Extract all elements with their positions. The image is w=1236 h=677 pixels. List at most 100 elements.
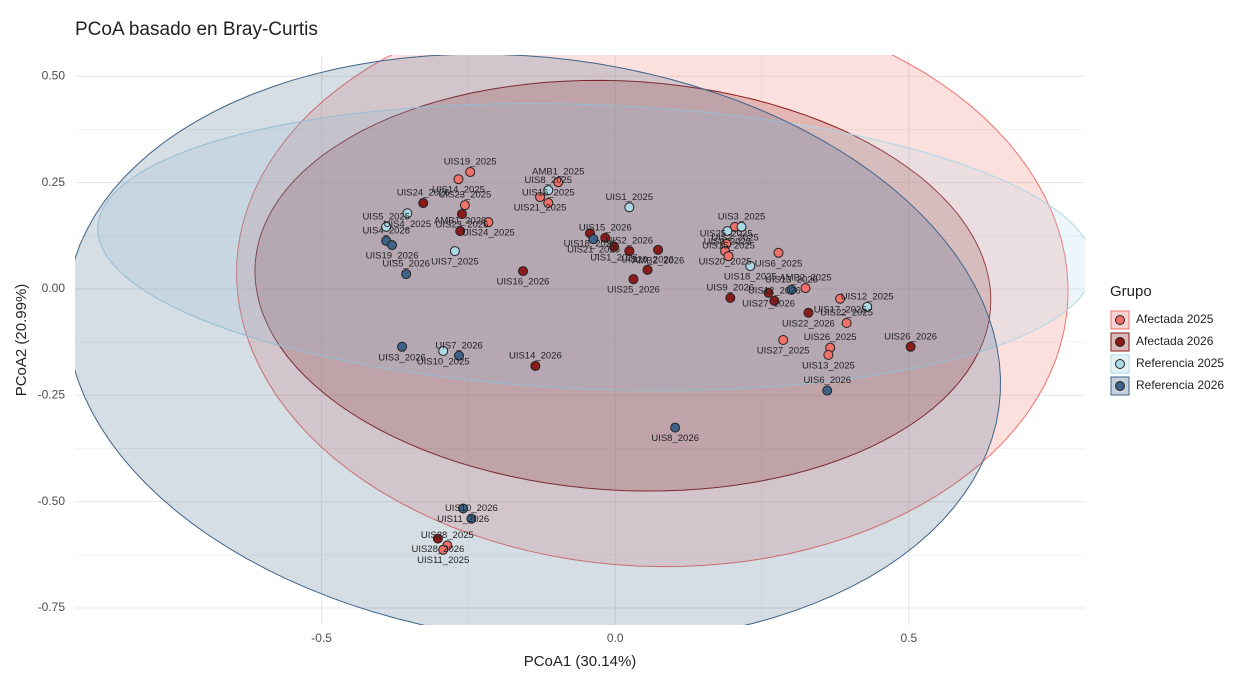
point	[530, 360, 541, 371]
point	[455, 226, 466, 237]
point	[387, 240, 398, 251]
y-tick-label: 0.50	[42, 68, 66, 82]
point-label: UIS6_2025	[755, 258, 803, 269]
point-label: UIS11_2025	[417, 555, 469, 566]
point-label: UIS24_2026	[397, 188, 450, 199]
point-label: UIS12_2026	[748, 285, 801, 296]
point	[773, 247, 784, 258]
point	[438, 346, 449, 357]
legend-marker	[1115, 337, 1125, 347]
point	[553, 177, 564, 188]
point-label: UIS13_2025	[802, 360, 855, 371]
point	[483, 217, 494, 228]
point	[722, 226, 733, 237]
point	[418, 198, 429, 209]
ellipses	[75, 55, 1085, 625]
point-label: UIS9_2025	[704, 237, 752, 248]
point-label: UIS5_2025	[362, 211, 410, 222]
point-label: UIS26_2026	[884, 331, 937, 342]
point-label: UIS6_2026	[803, 375, 851, 386]
y-tick-label: -0.25	[38, 387, 66, 401]
point	[600, 232, 611, 243]
point	[763, 287, 774, 298]
point-label: UIS23_2026	[436, 220, 489, 231]
point	[670, 422, 681, 433]
point	[835, 293, 846, 304]
y-tick-label: -0.50	[38, 494, 66, 508]
point	[588, 234, 599, 245]
legend-title: Grupo	[1110, 283, 1152, 300]
point	[628, 274, 639, 285]
legend-label: Referencia 2025	[1136, 356, 1224, 370]
point-label: UIS27_2026	[742, 298, 795, 309]
point-label: UIS15_2025	[702, 241, 755, 252]
point	[624, 246, 635, 257]
point-label: UIS12_2025	[841, 291, 894, 302]
point	[736, 221, 747, 232]
y-tick-label: 0.25	[42, 175, 66, 189]
point-label: UIS25_2025	[700, 228, 753, 239]
point-label: UIS7_2026	[435, 340, 483, 351]
chart-title: PCoA basado en Bray-Curtis	[75, 19, 318, 40]
point-label: AMB1_2026	[434, 216, 486, 227]
confidence-ellipse	[97, 102, 1085, 392]
point	[432, 533, 443, 544]
point	[803, 307, 814, 318]
point	[905, 341, 916, 352]
point	[723, 251, 734, 262]
y-tick-label: -0.75	[38, 600, 66, 614]
point	[465, 166, 476, 177]
point-label: AMB1_2025	[532, 167, 584, 178]
point	[402, 208, 413, 219]
legend-marker	[1115, 381, 1125, 391]
point-label: UIS14_2026	[509, 350, 562, 361]
point-label: UIS2_2026	[606, 236, 654, 247]
point-label: UIS11_2026	[437, 514, 489, 525]
point-label: UIS16_2025	[522, 188, 575, 199]
point-label: UIS9_2026	[707, 282, 755, 293]
point	[453, 174, 464, 185]
point-label: UIS3_2026	[378, 352, 426, 363]
point	[449, 246, 460, 257]
legend-label: Afectada 2025	[1136, 312, 1214, 326]
point	[786, 284, 797, 295]
point	[381, 221, 392, 232]
point	[653, 244, 664, 255]
point-label: UIS4_2025	[384, 219, 432, 230]
point	[642, 264, 653, 275]
point-label: UIS3_2025	[718, 211, 766, 222]
point-label: UIS22_2026	[782, 318, 835, 329]
point-label: UIS24_2025	[462, 228, 515, 239]
confidence-ellipse	[236, 55, 1069, 568]
y-tick-label: 0.00	[42, 281, 66, 295]
point-label: UIS18_2025	[724, 272, 777, 283]
point	[822, 385, 833, 396]
point-label: UIS13_2026	[765, 274, 818, 285]
x-tick-label: -0.5	[311, 631, 332, 645]
point-label: UIS19_2026	[366, 251, 419, 262]
point-label: UIS20_2025	[699, 257, 752, 268]
point-label: UIS16_2026	[497, 277, 550, 288]
point	[862, 301, 873, 312]
point-label: UIS28_2026	[411, 544, 464, 555]
legend: Grupo Afectada 2025 Afectada 2026 Referenci…	[1110, 283, 1224, 396]
x-tick-label: 0.0	[607, 631, 624, 645]
point-label: UIS2_2025	[711, 232, 759, 243]
point	[459, 200, 470, 211]
point	[438, 544, 449, 555]
point	[778, 335, 789, 345]
point	[841, 317, 852, 328]
point	[800, 283, 811, 294]
point-label: UIS27_2025	[757, 346, 810, 357]
point-label: UIS20_2026	[621, 254, 674, 265]
point-label: UIS1_2026	[590, 252, 638, 263]
grid: -0.5 0.0 0.5 0.50 0.25 0.00 -0.25 -0.50 -0.75	[38, 55, 1085, 645]
point	[725, 292, 736, 303]
point	[609, 241, 620, 252]
confidence-ellipse	[254, 79, 992, 492]
point-label: UIS18_2026	[564, 239, 617, 250]
point	[456, 209, 467, 220]
point	[624, 202, 635, 213]
